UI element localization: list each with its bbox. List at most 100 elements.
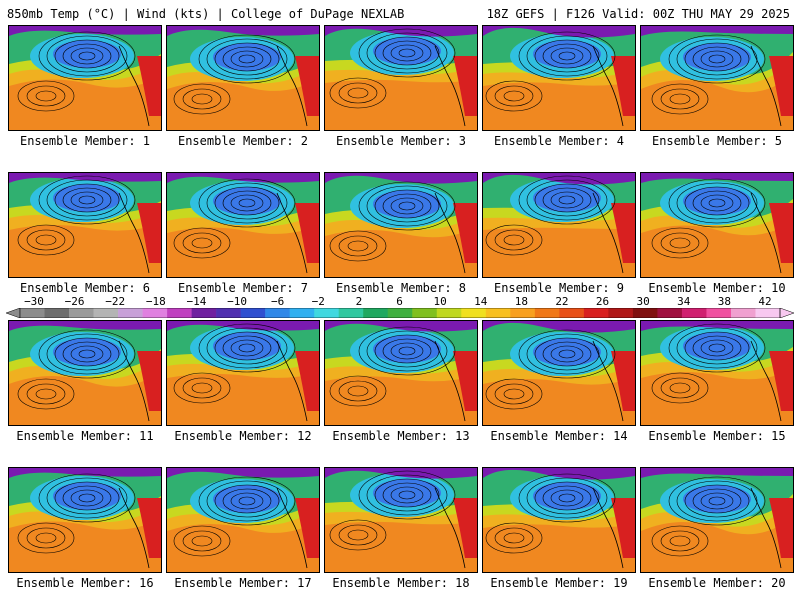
ensemble-member-panel: Ensemble Member: 13: [324, 320, 478, 452]
colorbar-swatch: [216, 308, 241, 318]
ensemble-member-map: [482, 25, 636, 131]
ensemble-member-panel: Ensemble Member: 10: [640, 172, 794, 304]
colorbar-swatch: [20, 308, 45, 318]
ensemble-member-panel: Ensemble Member: 20: [640, 467, 794, 599]
ensemble-member-panel: Ensemble Member: 17: [166, 467, 320, 599]
colorbar-tick-label: 30: [636, 295, 650, 308]
colorbar-swatch: [657, 308, 683, 318]
ensemble-member-label: Ensemble Member: 16: [16, 576, 154, 590]
ensemble-member-label: Ensemble Member: 12: [174, 429, 312, 443]
ensemble-member-map: [324, 25, 478, 131]
colorbar-swatch: [461, 308, 487, 318]
ensemble-member-map: [166, 172, 320, 278]
ensemble-member-panel: Ensemble Member: 19: [482, 467, 636, 599]
colorbar-swatch: [240, 308, 266, 318]
colorbar-swatch: [436, 308, 462, 318]
colorbar-swatch: [608, 308, 634, 318]
colorbar-swatch: [69, 308, 94, 318]
ensemble-member-panel: Ensemble Member: 6: [8, 172, 162, 304]
ensemble-member-label: Ensemble Member: 17: [174, 576, 312, 590]
ensemble-member-map: [640, 320, 794, 426]
ensemble-member-label: Ensemble Member: 6: [19, 281, 151, 295]
colorbar-swatch: [681, 308, 707, 318]
ensemble-member-label: Ensemble Member: 20: [648, 576, 786, 590]
colorbar-swatch: [510, 308, 536, 318]
ensemble-member-label: Ensemble Member: 3: [335, 134, 467, 148]
ensemble-member-panel: Ensemble Member: 3: [324, 25, 478, 157]
colorbar-swatch: [387, 308, 413, 318]
ensemble-member-map: [482, 467, 636, 573]
ensemble-member-map: [8, 172, 162, 278]
ensemble-member-map: [166, 467, 320, 573]
colorbar-swatch: [167, 308, 192, 318]
ensemble-member-map: [8, 467, 162, 573]
ensemble-member-label: Ensemble Member: 10: [648, 281, 786, 295]
ensemble-member-label: Ensemble Member: 4: [493, 134, 625, 148]
ensemble-member-map: [324, 172, 478, 278]
colorbar-swatch: [730, 308, 756, 318]
colorbar-swatch: [412, 308, 438, 318]
ensemble-member-panel: Ensemble Member: 4: [482, 25, 636, 157]
ensemble-member-panel: Ensemble Member: 18: [324, 467, 478, 599]
colorbar-swatch: [485, 308, 511, 318]
colorbar-tick-label: −22: [105, 295, 126, 308]
ensemble-member-panel: Ensemble Member: 2: [166, 25, 320, 157]
ensemble-member-label: Ensemble Member: 18: [332, 576, 470, 590]
ensemble-member-panel: Ensemble Member: 8: [324, 172, 478, 304]
colorbar-tick-label: 26: [595, 295, 610, 308]
colorbar-swatch: [755, 308, 781, 318]
ensemble-member-panel: Ensemble Member: 14: [482, 320, 636, 452]
ensemble-member-label: Ensemble Member: 11: [16, 429, 154, 443]
ensemble-member-panel: Ensemble Member: 15: [640, 320, 794, 452]
ensemble-member-panel: Ensemble Member: 12: [166, 320, 320, 452]
ensemble-member-label: Ensemble Member: 5: [651, 134, 783, 148]
temperature-colorbar: −30 −26 −22 −18 −14 −10 −6 −2 2 6 10 14 18 22 26 30 34 38…: [0, 296, 800, 318]
colorbar-swatch: [314, 308, 340, 318]
ensemble-member-label: Ensemble Member: 1: [19, 134, 151, 148]
ensemble-member-label: Ensemble Member: 15: [648, 429, 786, 443]
ensemble-member-map: [166, 25, 320, 131]
colorbar-swatch: [118, 308, 143, 318]
ensemble-member-panel: Ensemble Member: 11: [8, 320, 162, 452]
colorbar-tick-label: −18: [145, 295, 166, 308]
ensemble-member-label: Ensemble Member: 2: [177, 134, 309, 148]
colorbar-swatch: [632, 308, 658, 318]
colorbar-tick-labels: −30 −26 −22 −18 −14 −10 −6 −2 2 6 10 14 18 22 26 30 34 38…: [0, 296, 800, 308]
ensemble-member-panel: Ensemble Member: 7: [166, 172, 320, 304]
colorbar-swatch: [93, 308, 119, 318]
colorbar-tick-label: 10: [433, 295, 447, 308]
colorbar-tick-label: 2: [355, 295, 363, 308]
colorbar-swatch: [142, 308, 168, 318]
model-run-info: 18Z GEFS | F126 Valid: 00Z THU MAY 29 20…: [486, 7, 790, 21]
ensemble-member-map: [166, 320, 320, 426]
ensemble-member-label: Ensemble Member: 8: [335, 281, 467, 295]
ensemble-member-map: [324, 320, 478, 426]
colorbar-tick-label: −30: [24, 295, 44, 308]
ensemble-member-label: Ensemble Member: 19: [490, 576, 628, 590]
colorbar-tick-label: 6: [396, 295, 403, 308]
colorbar-tick-label: 34: [677, 295, 691, 308]
colorbar-swatch: [534, 308, 560, 318]
colorbar-swatch: [44, 308, 70, 318]
colorbar-tick-label: −2: [311, 295, 325, 308]
colorbar-tick-label: −6: [271, 295, 285, 308]
ensemble-member-map: [8, 25, 162, 131]
ensemble-member-map: [324, 467, 478, 573]
colorbar-tick-label: −10: [227, 295, 247, 308]
colorbar-swatch: [338, 308, 364, 318]
ensemble-member-label: Ensemble Member: 14: [490, 429, 628, 443]
ensemble-member-map: [640, 172, 794, 278]
ensemble-member-map: [640, 25, 794, 131]
colorbar-tick-label: 42: [758, 295, 772, 308]
colorbar-left-arrow: [5, 308, 21, 318]
ensemble-member-panel: Ensemble Member: 5: [640, 25, 794, 157]
colorbar-swatch: [583, 308, 609, 318]
colorbar-tick-label: 14: [474, 295, 488, 308]
colorbar-tick-label: 22: [555, 295, 569, 308]
ensemble-member-map: [482, 172, 636, 278]
colorbar-swatch: [265, 308, 290, 318]
colorbar-swatch: [289, 308, 315, 318]
colorbar-tick-label: 38: [717, 295, 731, 308]
ensemble-member-label: Ensemble Member: 9: [493, 281, 625, 295]
ensemble-member-map: [482, 320, 636, 426]
